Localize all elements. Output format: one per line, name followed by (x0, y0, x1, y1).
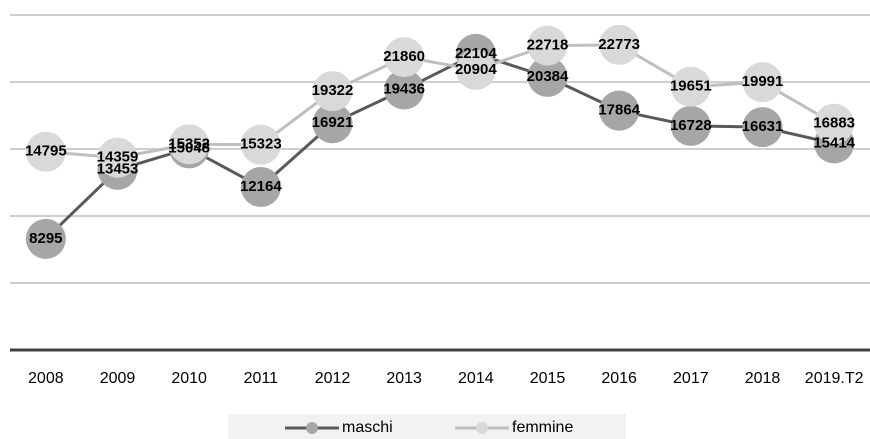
data-label: 19436 (383, 81, 425, 98)
x-tick-label: 2011 (244, 370, 279, 387)
x-tick-label: 2012 (315, 370, 351, 387)
x-tick-label: 2015 (530, 370, 566, 387)
marker (312, 103, 353, 144)
legend-label: femmine (512, 419, 573, 436)
x-tick-label: 2014 (458, 370, 494, 387)
data-label: 19651 (670, 78, 712, 95)
x-tick-label: 2008 (28, 370, 64, 387)
marker (240, 167, 281, 208)
marker (384, 37, 425, 78)
marker (527, 25, 568, 66)
data-label: 12164 (240, 178, 282, 195)
data-label: 16728 (670, 117, 712, 134)
x-tick-label: 2019.T2 (805, 370, 864, 387)
data-label: 14795 (25, 143, 67, 160)
data-label: 15352 (168, 135, 210, 152)
marker (25, 131, 66, 172)
series-line (45, 43, 835, 160)
marker (742, 107, 783, 148)
data-label: 21860 (383, 48, 425, 65)
x-tick-label: 2009 (100, 370, 136, 387)
data-label: 15048 (168, 139, 210, 156)
x-tick-label: 2016 (601, 370, 637, 387)
marker (312, 71, 353, 112)
legend-label: maschi (342, 419, 393, 436)
x-tick-label: 2017 (673, 370, 709, 387)
marker (670, 66, 711, 107)
data-label: 14359 (97, 149, 139, 166)
legend-marker (306, 422, 318, 434)
data-label: 16631 (742, 118, 784, 135)
data-label: 17864 (598, 102, 640, 119)
data-label: 22773 (598, 36, 640, 53)
data-label: 13453 (97, 161, 139, 178)
marker (25, 218, 66, 259)
marker (455, 49, 496, 90)
marker (814, 103, 855, 144)
data-label: 15323 (240, 136, 282, 153)
data-label: 19991 (742, 73, 784, 90)
x-tick-label: 2013 (386, 370, 422, 387)
marker (169, 124, 210, 165)
marker (97, 137, 138, 178)
data-label: 22718 (527, 37, 569, 54)
x-tick-label: 2010 (171, 370, 207, 387)
legend-marker (476, 422, 488, 434)
marker (742, 62, 783, 103)
marker (527, 56, 568, 97)
data-label: 20904 (455, 61, 497, 78)
data-label: 15414 (813, 134, 855, 151)
data-label: 20384 (527, 68, 569, 85)
marker (599, 90, 640, 131)
data-label: 8295 (29, 230, 62, 247)
data-label: 16883 (813, 115, 855, 132)
data-label: 22104 (455, 45, 497, 62)
data-label: 16921 (312, 114, 354, 131)
data-label: 19322 (312, 82, 354, 99)
marker (599, 24, 640, 65)
marker (670, 105, 711, 146)
marker (240, 124, 281, 165)
marker (384, 69, 425, 110)
x-tick-label: 2018 (745, 370, 781, 387)
